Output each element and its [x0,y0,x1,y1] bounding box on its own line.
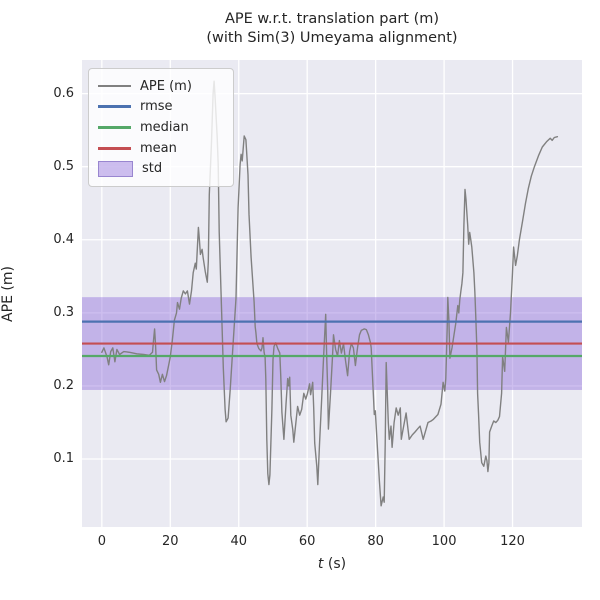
x-tick-label: 120 [500,534,525,549]
legend-label-std: std [142,161,163,177]
ape-line-sample [98,85,131,88]
x-tick-label: 80 [367,534,384,549]
chart-title: APE w.r.t. translation part (m) (with Si… [82,10,582,48]
y-tick-label: 0.6 [53,85,74,101]
y-tick-label: 0.1 [53,451,74,467]
legend-item-ape: APE (m) [98,76,223,97]
mean-line-sample [98,146,131,150]
legend-label-rmse: rmse [140,99,173,115]
y-tick-label: 0.4 [53,231,74,247]
legend-item-median: median [98,117,223,138]
plot-area [82,60,582,527]
legend-box: APE (m) rmse median mean std [88,68,234,187]
x-axis-label: t (s) [82,556,582,572]
x-tick-label: 100 [431,534,457,549]
legend-item-mean: mean [98,138,223,159]
legend-label-ape: APE (m) [140,78,192,94]
x-axis-label-symbol: t [317,556,324,572]
y-axis-label: APE (m) [0,266,16,322]
x-axis-label-units: (s) [327,556,347,572]
x-tick-label: 40 [230,534,248,549]
legend-item-std: std [98,158,223,179]
median-line-sample [98,125,131,129]
chart-title-line2: (with Sim(3) Umeyama alignment) [206,30,458,46]
legend-label-median: median [140,119,189,135]
x-tick-label: 0 [97,534,106,549]
y-tick-label: 0.5 [53,158,74,174]
x-tick-label: 60 [298,534,316,549]
y-tick-label: 0.2 [53,377,74,393]
rmse-line-sample [98,105,131,109]
y-tick-label: 0.3 [53,304,74,320]
legend-item-rmse: rmse [98,97,223,118]
std-patch-sample [98,160,133,177]
x-tick-label: 20 [162,534,179,549]
legend-label-mean: mean [140,140,177,156]
chart-title-line1: APE w.r.t. translation part (m) [224,11,440,27]
